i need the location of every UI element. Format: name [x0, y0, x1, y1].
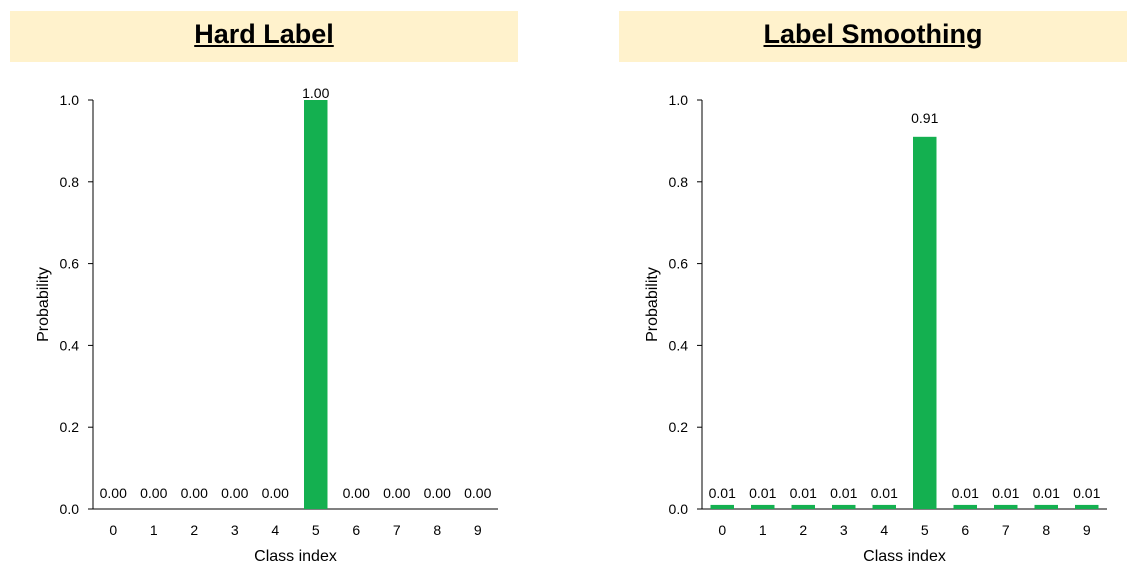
- x-tick-label: 9: [474, 522, 482, 538]
- x-tick-label: 0: [718, 522, 726, 538]
- bar-class-7: [994, 504, 1018, 509]
- x-tick-label: 8: [1042, 522, 1050, 538]
- x-tick-label: 6: [961, 522, 969, 538]
- bar-class-3: [832, 504, 856, 509]
- data-label: 0.00: [464, 485, 491, 501]
- data-label: 0.00: [221, 485, 248, 501]
- data-label: 0.01: [1073, 485, 1100, 501]
- data-label: 0.91: [911, 110, 938, 126]
- bar-class-4: [872, 504, 896, 509]
- y-tick-label: 0.0: [669, 501, 689, 517]
- data-label: 0.01: [749, 485, 776, 501]
- y-tick-label: 0.0: [60, 501, 80, 517]
- y-tick-label: 0.8: [60, 174, 80, 190]
- x-tick-label: 4: [880, 522, 888, 538]
- bar-class-9: [1075, 504, 1099, 509]
- y-axis-title: Probability: [35, 267, 52, 342]
- data-label: 0.01: [952, 485, 979, 501]
- x-tick-label: 4: [271, 522, 279, 538]
- chart-title: Label Smoothing: [763, 19, 983, 49]
- y-tick-label: 0.2: [60, 419, 80, 435]
- bar-class-8: [1034, 504, 1058, 509]
- data-label: 0.00: [424, 485, 451, 501]
- data-label: 0.01: [1033, 485, 1060, 501]
- y-tick-label: 0.4: [669, 337, 689, 353]
- chart-title: Hard Label: [194, 19, 334, 49]
- x-tick-label: 3: [840, 522, 848, 538]
- data-label: 0.00: [383, 485, 410, 501]
- data-label: 0.00: [140, 485, 167, 501]
- chart-title-banner-hard-label: Hard Label: [10, 11, 518, 62]
- data-label: 0.00: [100, 485, 127, 501]
- x-tick-label: 7: [1002, 522, 1010, 538]
- bar-class-6: [953, 504, 977, 509]
- y-tick-label: 0.6: [60, 256, 80, 272]
- data-label: 0.00: [262, 485, 289, 501]
- bar-class-5: [304, 100, 328, 509]
- bar-class-5: [913, 136, 937, 509]
- x-axis-title: Class index: [254, 548, 337, 565]
- chart-panel-0: 0.00.20.40.60.81.000.0010.0020.0030.0040…: [35, 85, 498, 565]
- data-label: 0.01: [790, 485, 817, 501]
- data-label: 1.00: [302, 85, 329, 101]
- data-label: 0.01: [871, 485, 898, 501]
- bar-class-0: [710, 504, 734, 509]
- bar-class-1: [751, 504, 775, 509]
- chart-title-banner-label-smoothing: Label Smoothing: [619, 11, 1127, 62]
- chart-panel-1: 0.0 0.2 0.4 0.6 0.8 1.0 0 0.01 1 0.01 2 0.01 3 0.01 4 0…: [644, 92, 1107, 565]
- y-tick-label: 1.0: [60, 92, 80, 108]
- y-tick-label: 0.6: [669, 256, 689, 272]
- y-tick-label: 0.4: [60, 337, 80, 353]
- x-tick-label: 7: [393, 522, 401, 538]
- x-tick-label: 1: [759, 522, 767, 538]
- data-label: 0.00: [181, 485, 208, 501]
- x-tick-label: 6: [352, 522, 360, 538]
- x-tick-label: 9: [1083, 522, 1091, 538]
- x-tick-label: 0: [109, 522, 117, 538]
- y-tick-label: 0.2: [669, 419, 689, 435]
- x-tick-label: 2: [190, 522, 198, 538]
- x-tick-label: 2: [799, 522, 807, 538]
- bar-class-2: [791, 504, 815, 509]
- y-tick-label: 0.8: [669, 174, 689, 190]
- y-tick-label: 1.0: [669, 92, 689, 108]
- x-tick-label: 5: [312, 522, 320, 538]
- x-tick-label: 3: [231, 522, 239, 538]
- data-label: 0.00: [343, 485, 370, 501]
- data-label: 0.01: [830, 485, 857, 501]
- x-axis-title: Class index: [863, 548, 946, 565]
- data-label: 0.01: [992, 485, 1019, 501]
- data-label: 0.01: [709, 485, 736, 501]
- y-axis-title: Probability: [644, 267, 661, 342]
- x-tick-label: 8: [433, 522, 441, 538]
- x-tick-label: 5: [921, 522, 929, 538]
- x-tick-label: 1: [150, 522, 158, 538]
